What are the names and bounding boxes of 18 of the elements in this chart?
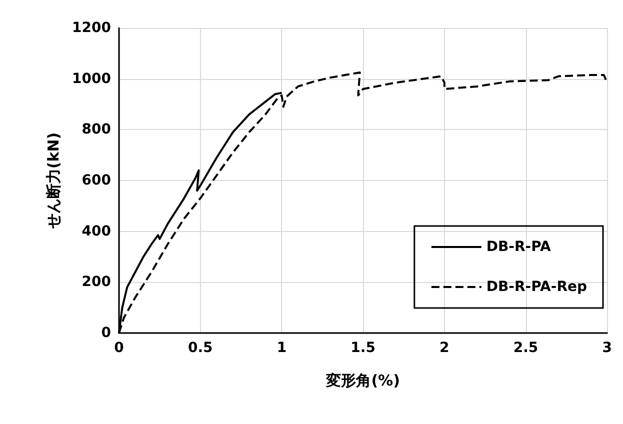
y-tick-label: 400	[82, 223, 112, 240]
y-tick-label: 800	[82, 122, 112, 138]
y-tick-label: 600	[82, 172, 112, 188]
x-tick-label: 2	[440, 340, 450, 356]
x-tick-label: 0	[114, 340, 124, 356]
y-tick-label: 1200	[72, 20, 112, 36]
y-tick-label: 1000	[72, 70, 112, 87]
x-tick-label: 2.5	[513, 340, 538, 356]
y-axis-title: せん断力(kN)	[44, 132, 63, 230]
legend-label: DB-R-PA	[486, 239, 552, 255]
x-tick-label: 0.5	[188, 340, 213, 356]
legend-label: DB-R-PA-Rep	[486, 279, 588, 295]
x-tick-label: 1	[276, 340, 287, 356]
y-tick-label: 200	[82, 274, 112, 290]
x-tick-label: 3	[602, 340, 612, 356]
x-axis-title: 変形角(%)	[325, 372, 400, 390]
y-tick-label: 0	[101, 325, 112, 341]
x-tick-label: 1.5	[350, 340, 376, 356]
